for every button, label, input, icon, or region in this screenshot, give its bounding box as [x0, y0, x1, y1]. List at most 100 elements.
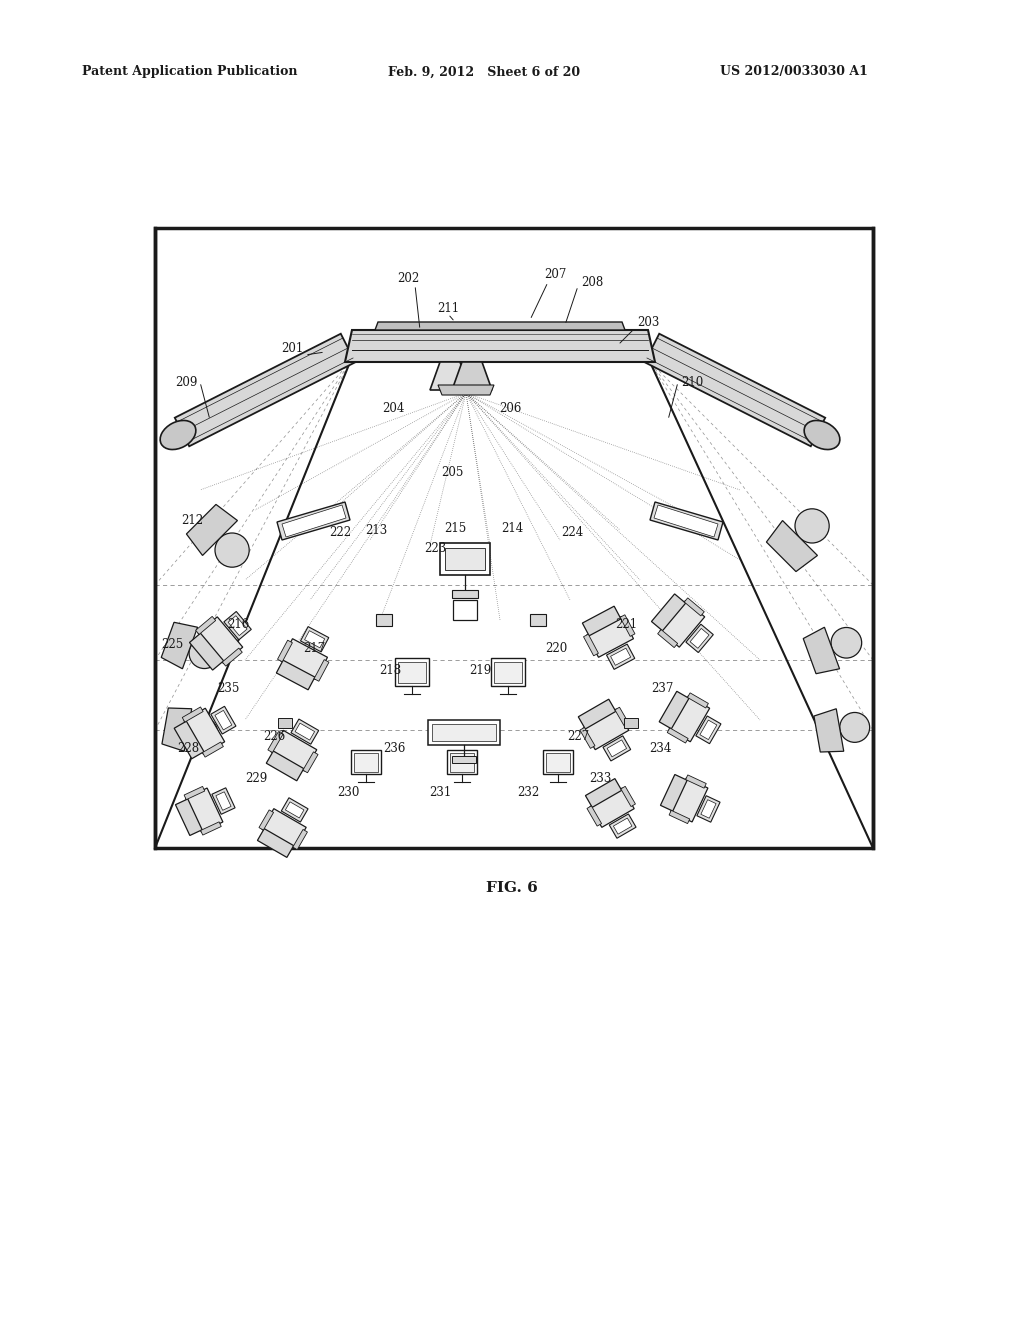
Text: 228: 228: [177, 742, 199, 755]
Polygon shape: [278, 502, 350, 540]
Polygon shape: [579, 700, 615, 729]
Text: 232: 232: [517, 785, 539, 799]
Polygon shape: [398, 661, 426, 682]
Text: 203: 203: [637, 315, 659, 329]
Text: 236: 236: [383, 742, 406, 755]
Polygon shape: [654, 506, 718, 537]
Polygon shape: [430, 362, 470, 389]
Polygon shape: [546, 752, 570, 771]
Polygon shape: [492, 659, 524, 685]
Polygon shape: [175, 334, 355, 446]
Polygon shape: [228, 615, 247, 635]
Text: 206: 206: [499, 401, 521, 414]
Polygon shape: [583, 606, 621, 636]
Polygon shape: [651, 594, 686, 631]
Polygon shape: [281, 639, 328, 680]
Polygon shape: [184, 787, 205, 800]
Text: 235: 235: [217, 681, 240, 694]
Polygon shape: [803, 627, 840, 673]
Text: 219: 219: [469, 664, 492, 676]
Polygon shape: [695, 715, 721, 743]
Polygon shape: [587, 807, 601, 826]
Polygon shape: [185, 788, 223, 832]
Circle shape: [840, 713, 869, 742]
Text: 221: 221: [615, 618, 637, 631]
Text: 234: 234: [649, 742, 671, 755]
Polygon shape: [606, 644, 635, 669]
Polygon shape: [291, 719, 318, 744]
Polygon shape: [211, 706, 236, 734]
Text: 227: 227: [567, 730, 589, 742]
Polygon shape: [590, 788, 634, 828]
Polygon shape: [353, 752, 378, 771]
Bar: [624, 718, 638, 729]
Polygon shape: [669, 810, 690, 824]
Polygon shape: [161, 622, 198, 669]
Polygon shape: [686, 624, 714, 652]
Text: 233: 233: [589, 771, 611, 784]
Polygon shape: [304, 631, 325, 648]
Text: 207: 207: [544, 268, 566, 281]
Text: 237: 237: [651, 681, 673, 694]
Text: 212: 212: [181, 513, 203, 527]
Polygon shape: [690, 628, 709, 648]
Polygon shape: [669, 696, 710, 742]
Polygon shape: [196, 616, 216, 635]
Circle shape: [795, 508, 829, 543]
Polygon shape: [216, 792, 231, 810]
Bar: [376, 614, 392, 626]
Polygon shape: [438, 385, 494, 395]
Text: Feb. 9, 2012   Sheet 6 of 20: Feb. 9, 2012 Sheet 6 of 20: [388, 66, 581, 78]
Polygon shape: [445, 548, 485, 570]
Polygon shape: [198, 616, 243, 664]
Polygon shape: [699, 721, 717, 739]
Polygon shape: [583, 709, 629, 750]
Text: 205: 205: [440, 466, 463, 479]
Polygon shape: [293, 829, 307, 850]
Polygon shape: [432, 723, 496, 741]
Polygon shape: [428, 719, 500, 744]
Polygon shape: [259, 810, 273, 830]
Bar: [155, 228, 873, 847]
Polygon shape: [224, 611, 251, 640]
Circle shape: [831, 627, 861, 659]
Polygon shape: [603, 735, 631, 760]
Polygon shape: [268, 731, 283, 752]
Polygon shape: [189, 634, 223, 671]
Polygon shape: [587, 616, 634, 657]
Polygon shape: [162, 708, 191, 751]
Text: 204: 204: [382, 401, 404, 414]
Polygon shape: [543, 750, 573, 775]
Text: 218: 218: [379, 664, 401, 676]
Circle shape: [187, 718, 218, 747]
Ellipse shape: [804, 421, 840, 450]
Polygon shape: [276, 660, 315, 690]
Polygon shape: [766, 520, 817, 572]
Polygon shape: [450, 752, 474, 771]
Text: 215: 215: [443, 521, 466, 535]
Text: FIG. 6: FIG. 6: [486, 880, 538, 895]
Polygon shape: [212, 788, 236, 814]
Polygon shape: [375, 322, 625, 330]
Polygon shape: [686, 775, 707, 788]
Bar: [452, 590, 478, 598]
Circle shape: [189, 638, 220, 668]
Polygon shape: [262, 809, 306, 847]
Polygon shape: [645, 334, 825, 446]
Bar: [453, 601, 477, 620]
Polygon shape: [314, 660, 329, 681]
Polygon shape: [175, 799, 202, 836]
Polygon shape: [584, 634, 598, 656]
Polygon shape: [615, 708, 630, 729]
Bar: [452, 756, 476, 763]
Polygon shape: [278, 640, 293, 661]
Polygon shape: [303, 752, 318, 772]
Polygon shape: [395, 659, 429, 685]
Polygon shape: [660, 775, 687, 810]
Polygon shape: [609, 814, 636, 838]
Text: 220: 220: [545, 642, 567, 655]
Text: 216: 216: [227, 618, 249, 631]
Polygon shape: [621, 787, 636, 807]
Text: 217: 217: [303, 642, 326, 655]
Polygon shape: [671, 777, 708, 822]
